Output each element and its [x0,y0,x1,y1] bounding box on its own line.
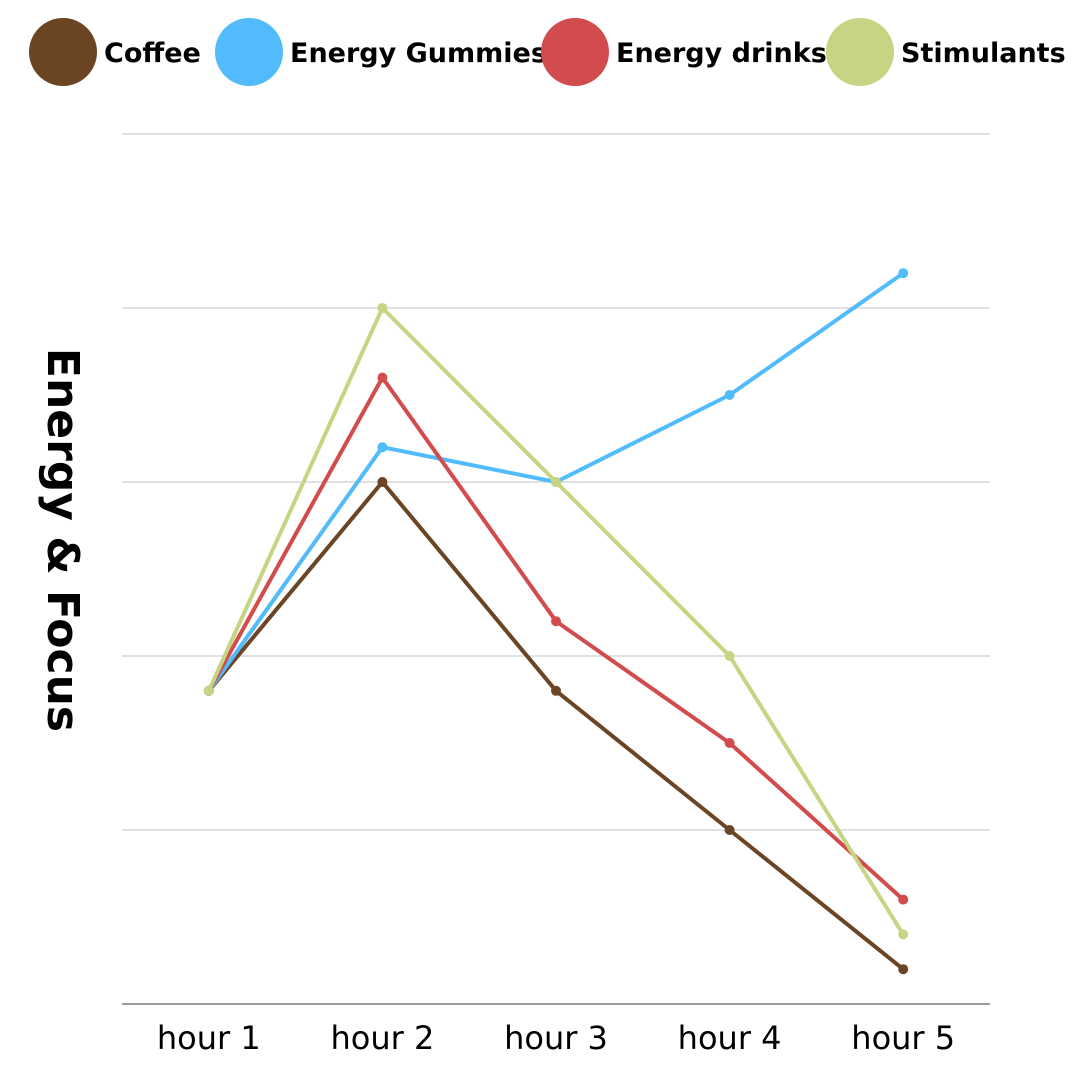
data-point-stimulants [898,929,909,940]
legend-swatch-coffee [29,18,97,86]
data-point-coffee [551,685,561,696]
legend-item-energy-gummies: Energy Gummies [215,18,547,86]
series-line-coffee [206,480,906,972]
series-coffee [203,477,909,975]
legend-item-energy-drinks: Energy drinks [541,18,827,86]
data-point-stimulants [203,685,214,696]
data-point-energy-gummies [377,442,388,453]
data-point-energy-gummies [898,268,909,279]
legend-label-coffee: Coffee [104,38,201,69]
data-point-stimulants [377,303,388,313]
series-line-energy-drinks [206,375,906,902]
legend: Coffee Energy Gummies Energy drinks Stimula… [29,18,1066,86]
x-tick-label: hour 1 [157,1019,261,1057]
data-point-energy-drinks [551,616,561,627]
x-tick-label: hour 4 [678,1019,782,1057]
gridlines [122,133,990,1005]
legend-label-stimulants: Stimulants [901,38,1066,69]
x-tick-label: hour 3 [504,1019,608,1057]
legend-label-energy-gummies: Energy Gummies [290,38,547,69]
data-point-coffee [898,964,909,975]
x-tick-label: hour 2 [330,1019,434,1057]
data-point-stimulants [724,651,735,661]
data-point-energy-drinks [898,894,909,905]
legend-swatch-stimulants [826,18,894,86]
data-point-energy-drinks [724,738,735,748]
data-point-coffee [724,825,735,835]
y-axis-title: Energy & Focus [37,348,88,732]
legend-item-stimulants: Stimulants [826,18,1066,86]
data-point-energy-drinks [377,372,388,383]
legend-label-energy-drinks: Energy drinks [616,38,827,69]
x-axis-tick-labels: hour 1 hour 2 hour 3 hour 4 hour 5 [157,1019,955,1057]
data-point-stimulants [551,477,561,487]
legend-item-coffee: Coffee [29,18,201,86]
series-layer [203,268,909,975]
x-tick-label: hour 5 [851,1019,955,1057]
legend-swatch-energy-gummies [215,18,283,86]
legend-swatch-energy-drinks [541,18,609,86]
series-energy-drinks [203,372,909,905]
data-point-energy-gummies [724,390,735,400]
data-point-coffee [377,477,388,487]
series-stimulants [203,303,909,940]
